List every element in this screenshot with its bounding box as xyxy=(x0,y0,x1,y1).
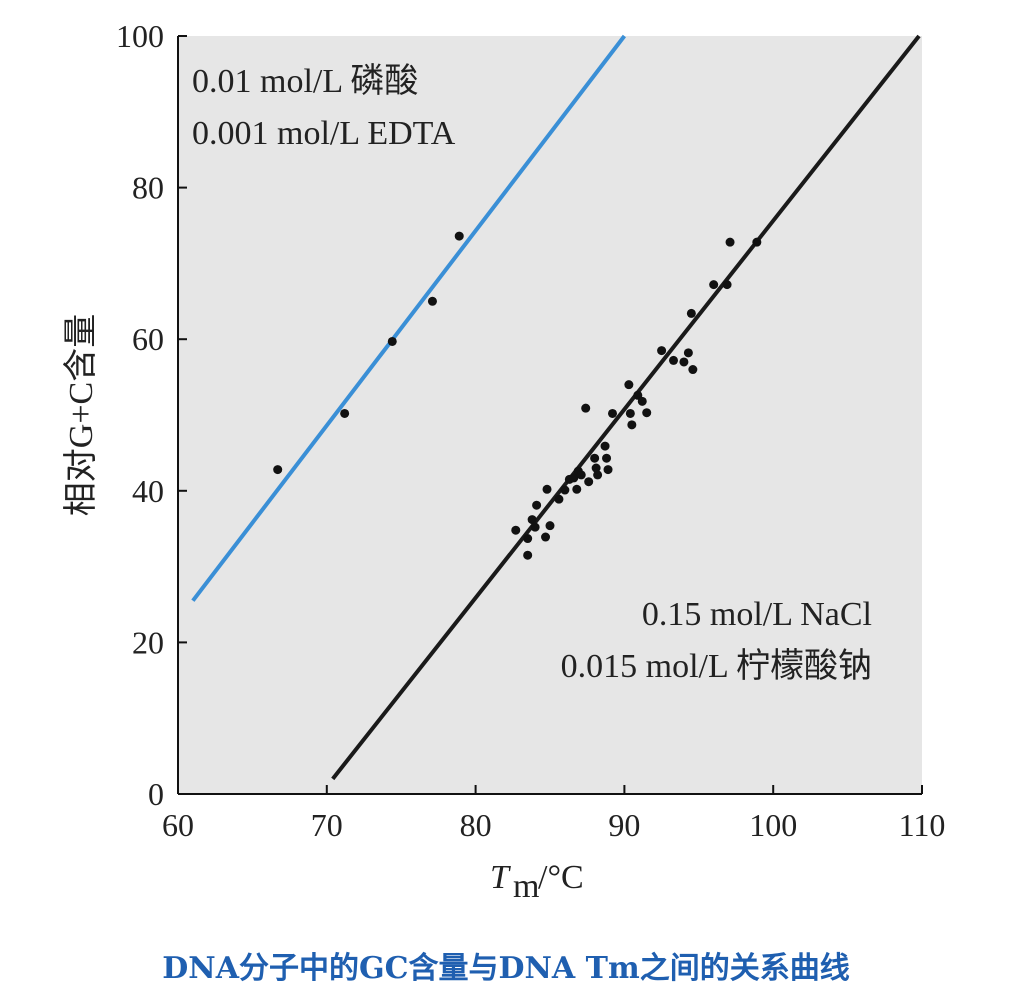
y-tick-label: 0 xyxy=(148,776,164,812)
data-point-series-2 xyxy=(602,453,612,463)
data-point-series-2 xyxy=(576,470,586,480)
data-point-series-1 xyxy=(454,231,464,241)
fit-line-2 xyxy=(331,34,921,781)
data-point-series-2 xyxy=(584,477,594,487)
x-tick-label: 70 xyxy=(311,807,343,843)
data-point-series-2 xyxy=(669,355,679,365)
data-point-series-2 xyxy=(527,515,537,525)
x-axis-label-unit: /°C xyxy=(538,859,584,896)
data-point-series-1 xyxy=(387,336,397,346)
data-point-series-2 xyxy=(560,485,570,495)
data-point-series-2 xyxy=(627,420,637,430)
x-tick-label: 60 xyxy=(162,807,194,843)
data-point-series-2 xyxy=(625,408,635,418)
data-point-series-2 xyxy=(688,365,698,375)
y-tick-label: 100 xyxy=(116,18,164,54)
x-axis-label-subscript: m xyxy=(513,868,539,905)
plot-background xyxy=(178,36,922,794)
x-axis-label-main: T xyxy=(490,859,511,896)
figure-caption: DNA分子中的GC含量与DNA Tm之间的关系曲线 xyxy=(162,951,849,986)
data-point-series-2 xyxy=(581,403,591,413)
lower-condition-2: 0.015 mol/L 柠檬酸钠 xyxy=(561,647,872,685)
y-axis-label: 相对G+C含量 xyxy=(62,314,100,516)
data-point-series-2 xyxy=(752,237,762,247)
data-point-series-1 xyxy=(427,296,437,306)
fit-line-1 xyxy=(191,34,626,602)
data-point-series-2 xyxy=(532,500,542,510)
data-point-series-2 xyxy=(593,470,603,480)
data-point-series-2 xyxy=(530,522,540,532)
data-point-series-2 xyxy=(590,453,600,463)
axes xyxy=(177,36,922,795)
y-tick-label: 60 xyxy=(132,321,164,357)
data-point-series-2 xyxy=(709,280,719,290)
data-point-series-2 xyxy=(541,532,551,542)
data-point-series-2 xyxy=(624,380,634,390)
data-point-series-2 xyxy=(554,494,564,504)
data-point-series-2 xyxy=(523,550,533,560)
x-tick-label: 110 xyxy=(899,807,946,843)
data-point-series-2 xyxy=(591,463,601,473)
x-axis-ticks: 60 70 80 90 100 110 xyxy=(162,785,945,843)
lower-condition-1: 0.15 mol/L NaCl xyxy=(642,596,872,633)
data-point-series-2 xyxy=(722,280,732,290)
y-tick-label: 40 xyxy=(132,473,164,509)
data-point-series-2 xyxy=(642,408,652,418)
y-axis-ticks: 0 20 40 60 80 100 xyxy=(116,18,187,812)
fit-lines xyxy=(191,34,921,781)
upper-condition-2: 0.001 mol/L EDTA xyxy=(192,115,456,152)
data-point-series-2 xyxy=(607,408,617,418)
y-tick-label: 20 xyxy=(132,624,164,660)
data-point-series-2 xyxy=(523,534,533,544)
data-point-series-2 xyxy=(600,441,610,451)
data-point-series-2 xyxy=(725,237,735,247)
data-point-series-1 xyxy=(340,408,350,418)
data-point-series-2 xyxy=(683,348,693,358)
x-tick-label: 90 xyxy=(608,807,640,843)
data-point-series-2 xyxy=(679,357,689,367)
data-point-series-2 xyxy=(686,308,696,318)
data-point-series-2 xyxy=(542,484,552,494)
data-point-series-2 xyxy=(572,484,582,494)
x-tick-label: 80 xyxy=(460,807,492,843)
y-tick-label: 80 xyxy=(132,170,164,206)
upper-condition-1: 0.01 mol/L 磷酸 xyxy=(192,62,418,100)
data-point-series-2 xyxy=(657,346,667,356)
data-point-series-2 xyxy=(511,525,521,535)
data-point-series-2 xyxy=(637,396,647,406)
data-point-series-2 xyxy=(603,465,613,475)
data-point-series-1 xyxy=(273,465,283,475)
data-points xyxy=(273,231,762,560)
x-axis-label: T m /°C xyxy=(490,859,584,905)
data-point-series-2 xyxy=(545,521,555,531)
data-point-series-2 xyxy=(569,473,579,483)
x-tick-label: 100 xyxy=(749,807,797,843)
